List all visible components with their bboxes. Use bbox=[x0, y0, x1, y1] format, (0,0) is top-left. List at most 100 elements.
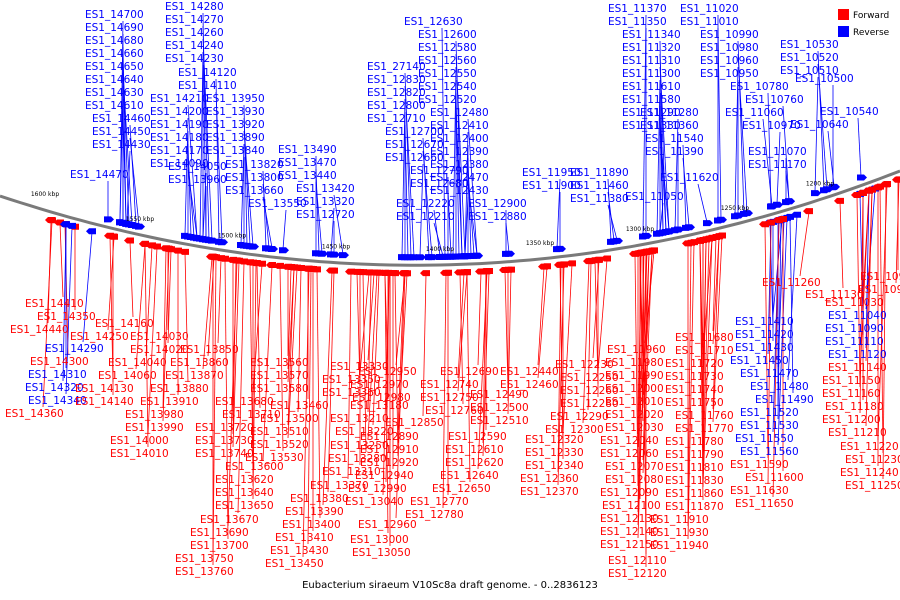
gene-label-es1-13460[interactable]: ES1_13460 bbox=[270, 400, 329, 412]
gene-label-es1-12960[interactable]: ES1_12960 bbox=[358, 519, 417, 531]
gene-label-es1-12980[interactable]: ES1_12980 bbox=[352, 392, 411, 404]
gene-label-es1-12520[interactable]: ES1_12520 bbox=[418, 94, 477, 106]
gene-label-es1-13850[interactable]: ES1_13850 bbox=[180, 344, 239, 356]
gene-label-es1-13410[interactable]: ES1_13410 bbox=[275, 532, 334, 544]
gene-label-es1-14160[interactable]: ES1_14160 bbox=[95, 318, 154, 330]
gene-feature-es1-13760[interactable] bbox=[210, 254, 220, 261]
gene-label-es1-14060[interactable]: ES1_14060 bbox=[98, 370, 157, 382]
gene-label-es1-14470[interactable]: ES1_14470 bbox=[70, 169, 129, 181]
gene-feature-es1-13440[interactable] bbox=[318, 250, 328, 257]
gene-label-es1-12280[interactable]: ES1_12280 bbox=[560, 398, 619, 410]
gene-label-es1-14180[interactable]: ES1_14180 bbox=[150, 132, 209, 144]
gene-feature-es1-10950[interactable] bbox=[734, 212, 744, 219]
gene-label-es1-11980[interactable]: ES1_11980 bbox=[605, 357, 664, 369]
gene-label-es1-14230[interactable]: ES1_14230 bbox=[165, 53, 224, 65]
gene-label-es1-12750[interactable]: ES1_12750 bbox=[420, 392, 479, 404]
gene-label-es1-12130[interactable]: ES1_12130 bbox=[600, 513, 659, 525]
gene-label-es1-12540[interactable]: ES1_12540 bbox=[418, 81, 477, 93]
gene-label-es1-12580[interactable]: ES1_12580 bbox=[418, 42, 477, 54]
gene-label-es1-12000[interactable]: ES1_12000 bbox=[605, 383, 664, 395]
gene-label-es1-11160[interactable]: ES1_11160 bbox=[822, 388, 881, 400]
gene-label-es1-27140[interactable]: ES1_27140 bbox=[367, 61, 426, 73]
gene-label-es1-14260[interactable]: ES1_14260 bbox=[165, 27, 224, 39]
gene-feature-es1-13660[interactable] bbox=[268, 245, 278, 252]
gene-label-es1-12400[interactable]: ES1_12400 bbox=[430, 133, 489, 145]
gene-feature-es1-13310[interactable] bbox=[354, 269, 364, 275]
gene-feature-es1-10510[interactable] bbox=[811, 190, 821, 197]
gene-label-es1-11020[interactable]: ES1_11020 bbox=[680, 3, 739, 15]
gene-label-es1-11240[interactable]: ES1_11240 bbox=[840, 467, 899, 479]
gene-feature-es1-12210[interactable] bbox=[439, 253, 449, 260]
gene-feature-es1-11050[interactable] bbox=[656, 230, 666, 237]
gene-label-es1-13380[interactable]: ES1_13380 bbox=[290, 493, 349, 505]
gene-label-es1-13820[interactable]: ES1_13820 bbox=[225, 159, 284, 171]
gene-feature-es1-14000[interactable] bbox=[151, 243, 161, 250]
gene-label-es1-11090[interactable]: ES1_11090 bbox=[825, 323, 884, 335]
gene-label-es1-12030[interactable]: ES1_12030 bbox=[605, 422, 664, 434]
gene-label-es1-12780[interactable]: ES1_12780 bbox=[405, 509, 464, 521]
gene-feature-es1-13420[interactable] bbox=[339, 252, 349, 259]
gene-label-es1-12740[interactable]: ES1_12740 bbox=[420, 379, 479, 391]
gene-label-es1-13550[interactable]: ES1_13550 bbox=[248, 198, 307, 210]
gene-label-es1-13990[interactable]: ES1_13990 bbox=[125, 422, 184, 434]
gene-label-es1-14660[interactable]: ES1_14660 bbox=[85, 48, 144, 60]
gene-label-es1-13930[interactable]: ES1_13930 bbox=[206, 106, 265, 118]
gene-label-es1-14130[interactable]: ES1_14130 bbox=[75, 383, 134, 395]
gene-feature-es1-11940[interactable] bbox=[688, 239, 698, 246]
gene-feature-es1-11900[interactable] bbox=[556, 245, 566, 252]
gene-label-es1-12330[interactable]: ES1_12330 bbox=[525, 447, 584, 459]
gene-label-es1-11260[interactable]: ES1_11260 bbox=[762, 277, 821, 289]
gene-label-es1-13420[interactable]: ES1_13420 bbox=[296, 183, 355, 195]
gene-label-es1-10640[interactable]: ES1_10640 bbox=[790, 119, 849, 131]
gene-feature-es1-11860[interactable] bbox=[706, 234, 716, 241]
gene-label-es1-10970[interactable]: ES1_10970 bbox=[742, 120, 801, 132]
gene-label-es1-12070[interactable]: ES1_12070 bbox=[605, 461, 664, 473]
gene-feature-es1-11250[interactable] bbox=[880, 181, 890, 188]
gene-label-es1-13500[interactable]: ES1_13500 bbox=[260, 413, 319, 425]
gene-feature-es1-13550[interactable] bbox=[279, 247, 289, 254]
gene-label-es1-11460[interactable]: ES1_11460 bbox=[570, 180, 629, 192]
gene-feature-es1-11390[interactable] bbox=[685, 224, 695, 231]
gene-label-es1-14640[interactable]: ES1_14640 bbox=[85, 74, 144, 86]
gene-label-es1-11620[interactable]: ES1_11620 bbox=[660, 172, 719, 184]
gene-label-es1-13250[interactable]: ES1_13250 bbox=[330, 440, 389, 452]
gene-label-es1-11550[interactable]: ES1_11550 bbox=[735, 433, 794, 445]
gene-label-es1-13450[interactable]: ES1_13450 bbox=[265, 558, 324, 570]
gene-label-es1-11450[interactable]: ES1_11450 bbox=[730, 355, 789, 367]
gene-label-es1-11830[interactable]: ES1_11830 bbox=[665, 475, 724, 487]
gene-label-es1-11430[interactable]: ES1_11430 bbox=[735, 342, 794, 354]
gene-feature-es1-13650[interactable] bbox=[250, 260, 260, 267]
gene-label-es1-14630[interactable]: ES1_14630 bbox=[85, 87, 144, 99]
gene-label-es1-12820[interactable]: ES1_12820 bbox=[367, 87, 426, 99]
gene-feature-es1-13530[interactable] bbox=[274, 262, 284, 269]
gene-feature-es1-11240[interactable] bbox=[872, 184, 882, 191]
gene-feature-es1-11360[interactable] bbox=[674, 226, 684, 233]
gene-label-es1-12880[interactable]: ES1_12880 bbox=[468, 211, 527, 223]
gene-feature-es1-13700[interactable] bbox=[219, 255, 229, 262]
gene-label-es1-11250[interactable]: ES1_11250 bbox=[845, 480, 900, 492]
gene-label-es1-13310[interactable]: ES1_13310 bbox=[322, 466, 381, 478]
gene-feature-es1-13910[interactable] bbox=[172, 247, 182, 254]
gene-label-es1-12260[interactable]: ES1_12260 bbox=[560, 385, 619, 397]
gene-feature-es1-14160[interactable] bbox=[124, 237, 134, 244]
gene-label-es1-10910[interactable]: ES1_10910 bbox=[858, 284, 900, 296]
gene-label-es1-13800[interactable]: ES1_13800 bbox=[225, 172, 284, 184]
gene-label-es1-12900[interactable]: ES1_12900 bbox=[468, 198, 527, 210]
gene-label-es1-13400[interactable]: ES1_13400 bbox=[282, 519, 341, 531]
gene-feature-es1-10980[interactable] bbox=[743, 210, 753, 217]
gene-label-es1-11360[interactable]: ES1_11360 bbox=[640, 120, 699, 132]
gene-label-es1-10540[interactable]: ES1_10540 bbox=[820, 106, 879, 118]
gene-label-es1-10980[interactable]: ES1_10980 bbox=[700, 42, 759, 54]
gene-feature-es1-11630[interactable] bbox=[765, 219, 775, 226]
gene-label-es1-13760[interactable]: ES1_13760 bbox=[175, 566, 234, 578]
gene-label-es1-12430[interactable]: ES1_12430 bbox=[430, 185, 489, 197]
gene-label-es1-12060[interactable]: ES1_12060 bbox=[600, 448, 659, 460]
gene-feature-es1-11010[interactable] bbox=[717, 216, 727, 223]
gene-label-es1-13530[interactable]: ES1_13530 bbox=[245, 452, 304, 464]
gene-label-es1-11530[interactable]: ES1_11530 bbox=[740, 420, 799, 432]
gene-feature-es1-10640[interactable] bbox=[830, 183, 840, 190]
gene-label-es1-11470[interactable]: ES1_11470 bbox=[740, 368, 799, 380]
gene-label-es1-11710[interactable]: ES1_11710 bbox=[675, 345, 734, 357]
gene-label-es1-12230[interactable]: ES1_12230 bbox=[555, 359, 614, 371]
gene-label-es1-12620[interactable]: ES1_12620 bbox=[445, 457, 504, 469]
